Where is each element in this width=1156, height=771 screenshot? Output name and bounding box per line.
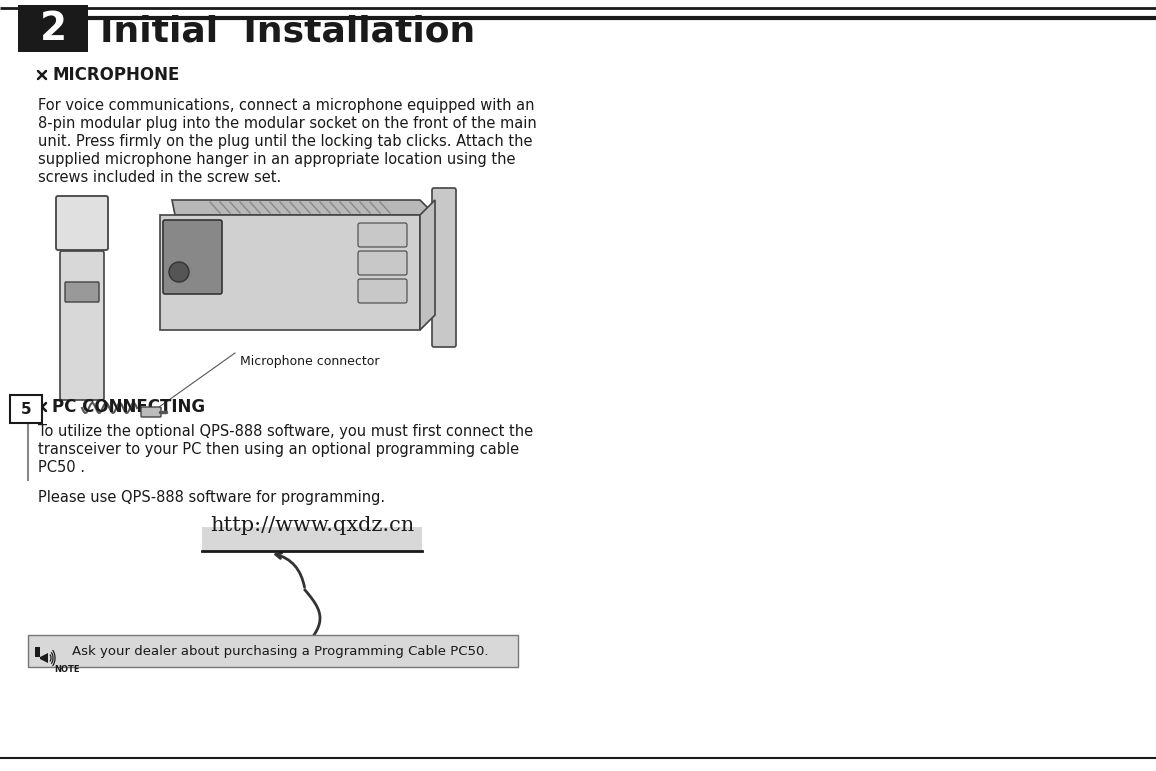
FancyBboxPatch shape	[358, 279, 407, 303]
Text: 2: 2	[39, 9, 67, 48]
Text: Ask your dealer about purchasing a Programming Cable PC50.: Ask your dealer about purchasing a Progr…	[72, 645, 489, 658]
Polygon shape	[160, 215, 420, 330]
Text: PC CONNECTING: PC CONNECTING	[52, 398, 205, 416]
FancyBboxPatch shape	[65, 282, 99, 302]
Polygon shape	[10, 395, 42, 423]
FancyBboxPatch shape	[60, 251, 104, 400]
Polygon shape	[172, 200, 435, 215]
Text: To utilize the optional QPS-888 software, you must first connect the: To utilize the optional QPS-888 software…	[38, 424, 533, 439]
Polygon shape	[40, 653, 49, 663]
Text: NOTE: NOTE	[54, 665, 80, 674]
Text: Microphone connector: Microphone connector	[240, 355, 379, 368]
Text: http://www.qxdz.cn: http://www.qxdz.cn	[210, 516, 414, 535]
FancyBboxPatch shape	[432, 188, 455, 347]
FancyBboxPatch shape	[202, 527, 422, 551]
Text: MICROPHONE: MICROPHONE	[52, 66, 179, 84]
Text: transceiver to your PC then using an optional programming cable: transceiver to your PC then using an opt…	[38, 442, 519, 457]
Text: For voice communications, connect a microphone equipped with an: For voice communications, connect a micr…	[38, 98, 534, 113]
FancyBboxPatch shape	[358, 251, 407, 275]
Circle shape	[169, 262, 188, 282]
FancyBboxPatch shape	[28, 635, 518, 667]
Text: unit. Press firmly on the plug until the locking tab clicks. Attach the: unit. Press firmly on the plug until the…	[38, 134, 533, 149]
Text: supplied microphone hanger in an appropriate location using the: supplied microphone hanger in an appropr…	[38, 152, 516, 167]
Polygon shape	[18, 5, 88, 52]
Text: 8-pin modular plug into the modular socket on the front of the main: 8-pin modular plug into the modular sock…	[38, 116, 536, 131]
Polygon shape	[420, 200, 435, 330]
Text: Initial  Installation: Initial Installation	[101, 15, 475, 49]
FancyBboxPatch shape	[358, 223, 407, 247]
FancyBboxPatch shape	[163, 220, 222, 294]
FancyBboxPatch shape	[35, 647, 40, 657]
Text: screws included in the screw set.: screws included in the screw set.	[38, 170, 281, 185]
Text: Please use QPS-888 software for programming.: Please use QPS-888 software for programm…	[38, 490, 385, 505]
FancyBboxPatch shape	[141, 407, 161, 417]
Text: PC50 .: PC50 .	[38, 460, 86, 475]
FancyBboxPatch shape	[55, 196, 108, 250]
Text: 5: 5	[21, 402, 31, 416]
